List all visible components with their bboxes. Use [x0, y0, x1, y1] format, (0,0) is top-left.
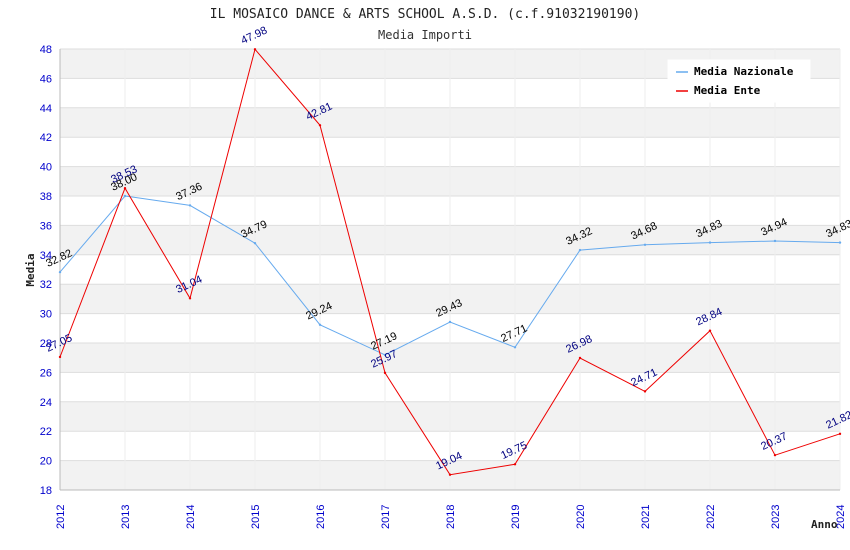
data-point — [253, 241, 257, 245]
y-tick-label: 18 — [40, 485, 52, 497]
y-tick-label: 20 — [40, 456, 52, 468]
y-tick-label: 28 — [40, 338, 52, 350]
y-tick-label: 48 — [40, 44, 52, 56]
data-point — [838, 241, 842, 244]
data-point — [448, 473, 452, 476]
y-axis-label: Media — [24, 253, 37, 286]
y-tick-label: 24 — [40, 397, 52, 409]
chart-subtitle: Media Importi — [378, 28, 472, 42]
x-tick-label: 2022 — [705, 505, 717, 529]
y-tick-label: 32 — [40, 279, 52, 291]
y-tick-label: 40 — [40, 162, 52, 174]
data-point — [708, 241, 712, 244]
legend-label-media-ente: Media Ente — [694, 84, 761, 97]
y-tick-label: 42 — [40, 132, 52, 144]
chart-title: IL MOSAICO DANCE & ARTS SCHOOL A.S.D. (c… — [210, 7, 640, 22]
data-point — [448, 320, 452, 324]
data-point — [513, 346, 517, 349]
x-tick-label: 2016 — [315, 505, 327, 529]
data-point — [253, 48, 257, 51]
x-tick-label: 2023 — [770, 505, 782, 529]
data-point — [578, 248, 582, 252]
x-tick-label: 2024 — [835, 505, 847, 529]
legend-box — [667, 59, 811, 103]
data-point — [58, 270, 62, 274]
y-tick-label: 46 — [40, 73, 52, 85]
data-point — [58, 355, 62, 359]
y-tick-label: 22 — [40, 426, 52, 438]
x-tick-label: 2019 — [510, 505, 522, 529]
x-tick-label: 2020 — [575, 505, 587, 529]
data-point — [318, 323, 322, 326]
y-axis-ticks: 18 20 22 24 26 28 30 32 34 36 38 40 42 44 46 48 — [40, 44, 52, 497]
data-point — [773, 453, 777, 457]
x-tick-label: 2017 — [380, 505, 392, 529]
data-label: 27.71 — [499, 322, 529, 345]
data-point — [123, 187, 127, 190]
data-point — [643, 243, 647, 247]
data-point — [643, 390, 647, 393]
data-point — [578, 356, 582, 360]
legend: Media Nazionale Media Ente — [667, 59, 811, 103]
data-point — [188, 297, 192, 300]
x-axis-ticks: 2012 2013 2014 2015 2016 2017 2018 2019 2020 2021… — [55, 505, 847, 529]
x-tick-label: 2012 — [55, 505, 67, 529]
y-tick-label: 38 — [40, 191, 52, 203]
data-point — [708, 329, 712, 332]
y-tick-label: 34 — [40, 250, 52, 262]
data-point — [383, 353, 387, 357]
data-label: 47.98 — [239, 25, 269, 48]
x-tick-label: 2018 — [445, 505, 457, 529]
x-tick-label: 2021 — [640, 505, 652, 529]
data-label: 19.75 — [499, 439, 529, 462]
legend-label-media-nazionale: Media Nazionale — [694, 65, 794, 78]
x-tick-label: 2013 — [120, 505, 132, 529]
x-tick-label: 2015 — [250, 505, 262, 529]
x-tick-label: 2014 — [185, 505, 197, 529]
y-tick-label: 44 — [40, 103, 52, 115]
y-tick-label: 30 — [40, 309, 52, 321]
data-point — [773, 239, 777, 243]
data-point — [318, 124, 322, 127]
data-point — [513, 463, 517, 466]
data-point — [383, 371, 387, 375]
x-axis-label: Anno — [811, 518, 838, 531]
series-lines — [58, 48, 842, 476]
y-tick-label: 36 — [40, 220, 52, 232]
data-point — [123, 194, 127, 198]
data-point — [838, 432, 842, 436]
y-tick-label: 26 — [40, 367, 52, 379]
data-point — [188, 204, 192, 207]
